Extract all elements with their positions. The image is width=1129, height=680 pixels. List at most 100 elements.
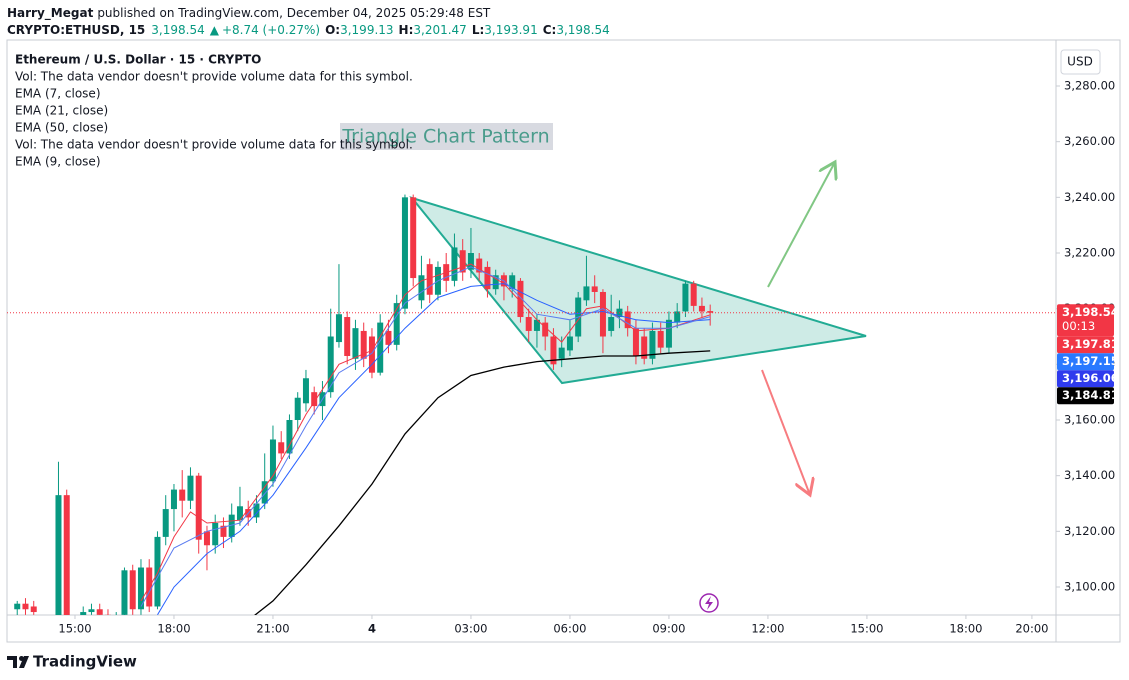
candle-body (624, 311, 631, 329)
candle-body (410, 197, 417, 279)
candle-body (187, 475, 194, 501)
event-icon[interactable] (699, 593, 719, 613)
legend-note: Vol: The data vendor doesn't provide vol… (15, 70, 413, 84)
candle-body (641, 336, 648, 359)
ema-line (254, 350, 711, 615)
candle-body (195, 475, 202, 540)
candle-body (368, 336, 375, 373)
change-arrow: ▲ (210, 23, 220, 37)
ohlc-value: 3,201.47 (413, 23, 466, 37)
candle-body (674, 311, 681, 323)
candle-body (583, 286, 590, 301)
candle-body (550, 336, 557, 365)
candle-body (632, 328, 639, 356)
candle-body (253, 503, 260, 518)
y-tick-label: 3,100.00 (1064, 580, 1115, 594)
price-label-box (1057, 370, 1114, 388)
candle-body (63, 495, 70, 615)
ohlc-key: L: (472, 23, 484, 37)
currency-button[interactable] (1060, 49, 1101, 75)
candle-body (476, 258, 483, 273)
price-label-box (1057, 336, 1114, 354)
candle-body (599, 291, 606, 337)
candle-body (137, 567, 144, 610)
price-label-box (1057, 353, 1114, 371)
down-arrow (761, 369, 810, 495)
candle-body (327, 336, 334, 393)
candle-body (121, 570, 128, 615)
candle-body (707, 311, 714, 313)
candle-body (162, 509, 169, 537)
candle-body (335, 314, 342, 343)
candle-body (509, 275, 516, 290)
legend-note: Vol: The data vendor doesn't provide vol… (15, 138, 413, 152)
up-arrow (767, 162, 835, 288)
candle-body (591, 286, 598, 292)
candle-body (698, 305, 705, 312)
candle-body (30, 606, 37, 613)
candle-body (492, 275, 499, 290)
currency[interactable]: USD (1067, 55, 1093, 69)
candle-body (649, 330, 656, 359)
candle-body (566, 336, 573, 351)
legend-entry: EMA (50, close) (15, 121, 108, 135)
x-tick-label: 20:00 (1015, 622, 1048, 636)
plot (7, 194, 1056, 615)
candle-body (344, 317, 351, 356)
x-tick-label: 15:00 (850, 622, 883, 636)
ohlc-key: H: (399, 23, 414, 37)
candle-body (426, 264, 433, 295)
candle-body (533, 319, 540, 331)
countdown: 00:13 (1062, 319, 1095, 333)
candle-body (682, 283, 689, 312)
price-label-box (1057, 387, 1114, 405)
candle-body (517, 280, 524, 318)
ohlc-value: 3,199.13 (340, 23, 393, 37)
publish-line: Harry_Megat published on TradingView.com,… (7, 6, 491, 21)
candle-body (104, 614, 111, 615)
x-tick-label: 18:00 (949, 622, 982, 636)
candle-body (401, 197, 408, 309)
x-tick-label: 09:00 (652, 622, 685, 636)
annotation: Triangle Chart Pattern (341, 126, 549, 148)
candle-body (360, 330, 367, 359)
time-axis: 15:00 18:00 21:00 4 03:00 06:00 09:00 12:00 15:0… (58, 615, 1048, 636)
legend-title: Ethereum / U.S. Dollar · 15 · CRYPTO (15, 53, 261, 67)
candle-body (129, 570, 136, 610)
candle-body (80, 612, 87, 615)
legend-entry: EMA (21, close) (15, 104, 108, 118)
legend-entry: EMA (7, close) (15, 87, 101, 101)
candle-body (377, 322, 384, 373)
x-tick-label: 06:00 (553, 622, 586, 636)
change: +8.74 (+0.27%) (222, 23, 320, 37)
candle-body (22, 603, 29, 610)
candle-body (236, 506, 243, 521)
candle-body (88, 609, 95, 613)
y-tick-label: 3,240.00 (1064, 190, 1115, 204)
ohlc-value: 3,193.91 (484, 23, 537, 37)
ema-line (140, 263, 711, 602)
annotation-bg (340, 123, 553, 150)
y-tick-label: 3,280.00 (1064, 79, 1115, 93)
candle-body (525, 317, 532, 331)
y-tick-label: 3,220.00 (1064, 246, 1115, 260)
candle-body (608, 317, 615, 331)
candle-body (278, 442, 285, 454)
ema-line (140, 266, 711, 607)
candle-body (657, 330, 664, 348)
candle-body (228, 514, 235, 537)
price-label: 3,197.81 (1062, 337, 1119, 351)
candle-body (286, 420, 293, 454)
brand-dot (19, 656, 24, 661)
candle-body (269, 439, 276, 482)
candle-body (385, 330, 392, 345)
brand: TradingView (33, 653, 137, 671)
quote-line: CRYPTO:ETHUSD, 15 3,198.54 ▲ +8.74 (+0.27%)… (7, 23, 610, 37)
candle-body (261, 481, 268, 504)
candle-body (203, 531, 210, 546)
ohlc-value: 3,198.54 (556, 23, 609, 37)
candle-body (690, 283, 697, 306)
